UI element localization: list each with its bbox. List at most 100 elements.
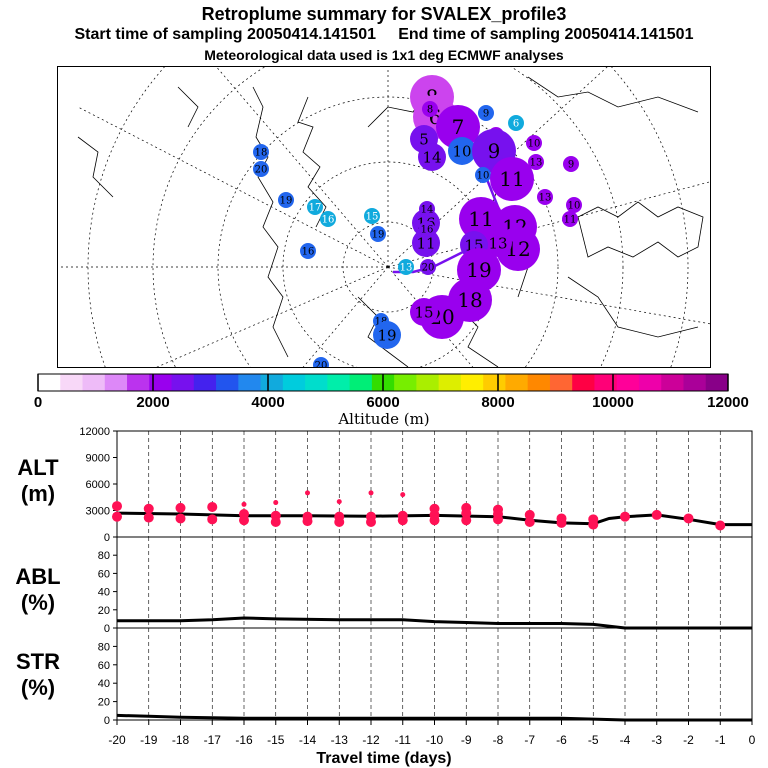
series-line: [116, 713, 752, 722]
x-tick-label: -1: [715, 733, 726, 747]
plume-marker-dot: [419, 201, 435, 217]
plume-marker: 6: [508, 115, 524, 131]
plume-marker-label: 9: [568, 160, 574, 171]
plume-centroid-point: [683, 513, 694, 524]
colorbar-tick-label: 2000: [136, 394, 170, 411]
plume-marker-label: 10: [477, 171, 490, 182]
colorbar-swatch: [416, 374, 440, 391]
sampling-times: Start time of sampling 20050414.141501 E…: [74, 26, 694, 43]
plume-marker-dot: [422, 101, 438, 117]
colorbar-swatch: [527, 374, 551, 391]
plume-centroid-point: [112, 501, 122, 512]
plume-marker-label: 10: [528, 139, 541, 150]
plume-marker-label: 14: [421, 205, 434, 216]
colorbar-swatch: [104, 374, 128, 391]
alt-panel-label: ALT (m): [8, 455, 68, 507]
y-tick-label: 20: [98, 605, 110, 617]
plume-marker-label: 11: [499, 167, 524, 191]
colorbar-swatch: [149, 374, 173, 391]
plume-marker-label: 13: [530, 158, 543, 169]
x-tick-label: -19: [140, 733, 158, 747]
plume-marker: 14: [419, 201, 435, 217]
colorbar-tick-label: 0: [33, 394, 43, 411]
x-tick-label: -6: [556, 733, 567, 747]
plume-marker-dot: [412, 229, 440, 257]
plume-marker: 19: [373, 321, 401, 349]
plume-centroid-point: [270, 516, 281, 527]
plume-centroid-point: [620, 511, 630, 522]
plume-centroid-point: [400, 492, 406, 498]
plume-marker: 20: [253, 161, 269, 177]
x-tick-label: -11: [395, 733, 412, 747]
plume-marker-dot: [436, 105, 480, 149]
x-tick-label: -3: [651, 733, 662, 747]
y-tick-label: 6000: [86, 479, 110, 491]
plume-marker: 15: [364, 208, 380, 224]
plume-marker: 15: [410, 298, 438, 326]
x-tick-label: -12: [362, 733, 380, 747]
plume-centroid-point: [305, 490, 310, 496]
plume-marker: 16: [419, 221, 435, 237]
plume-centroid-point: [239, 515, 249, 526]
plume-marker-dot: [490, 157, 534, 201]
x-axis-label: Travel time (days): [316, 750, 452, 767]
plume-marker-label: 18: [255, 148, 268, 159]
x-tick-label: -18: [172, 733, 190, 747]
plume-marker-dot: [410, 298, 438, 326]
colorbar-swatch: [349, 374, 373, 391]
colorbar-swatch: [594, 374, 618, 391]
plume-marker-label: 11: [416, 234, 435, 252]
plume-marker: 16: [320, 211, 336, 227]
plume-centroid-point: [175, 502, 186, 513]
plume-marker-label: 13: [400, 263, 413, 274]
x-tick-label: -13: [331, 733, 349, 747]
str-panel: 0 20 40 60 80: [98, 627, 753, 727]
plume-centroid-point: [651, 509, 662, 520]
plume-marker-dot: [313, 357, 329, 367]
colorbar-tick-label: 12000: [707, 394, 749, 411]
y-tick-label: 0: [104, 623, 110, 635]
plume-centroid-point: [397, 515, 408, 526]
colorbar-swatch: [483, 374, 506, 391]
plume-marker-label: 11: [468, 207, 493, 231]
x-tick-label: -14: [299, 733, 317, 747]
plume-marker-dot: [370, 226, 386, 242]
x-tick-label: -5: [588, 733, 599, 747]
plume-marker: 7: [436, 105, 480, 149]
plume-marker: 10: [448, 137, 476, 165]
plume-marker: 18: [253, 144, 269, 160]
plume-marker: 17: [307, 199, 323, 215]
plume-marker-label: 19: [466, 258, 491, 282]
plume-marker-label: 19: [372, 230, 385, 241]
plume-marker-label: 18: [375, 317, 388, 328]
y-tick-label: 80: [98, 550, 110, 562]
plume-marker-label: 6: [513, 119, 519, 130]
plume-marker-label: 16: [302, 247, 315, 258]
x-tick-label: -15: [267, 733, 285, 747]
y-tick-label: 0: [104, 532, 110, 544]
str-panel-label: STR (%): [8, 649, 68, 701]
abl-panel: 0 20 40 60 80: [98, 536, 753, 635]
plume-marker: 11: [459, 197, 503, 241]
plume-markers: 8678965810141091391011111310111212131116…: [253, 75, 582, 367]
plume-marker: 20: [313, 357, 329, 367]
plume-centroid-point: [273, 500, 279, 506]
y-tick-label: 60: [98, 568, 110, 580]
plume-marker: 9: [478, 105, 494, 121]
colorbar-ticks: 0 2000 4000 6000 8000 10000 12000: [0, 394, 768, 414]
plume-marker: 11: [490, 157, 534, 201]
plume-marker-label: 14: [422, 148, 441, 166]
colorbar-tick-label: 6000: [366, 394, 400, 411]
plume-marker-label: 13: [539, 193, 552, 204]
altitude-colorbar: [37, 373, 729, 392]
plume-marker-dot: [563, 156, 579, 172]
colorbar-swatch: [505, 374, 529, 391]
colorbar-swatch: [171, 374, 195, 391]
plume-marker-label: 16: [322, 215, 335, 226]
plume-marker-dot: [478, 105, 494, 121]
colorbar-swatch: [327, 374, 351, 391]
plume-centroid-point: [241, 501, 247, 507]
abl-panel-label: ABL (%): [8, 564, 68, 616]
colorbar-swatch: [238, 374, 262, 391]
plume-centroid-point: [207, 501, 218, 512]
